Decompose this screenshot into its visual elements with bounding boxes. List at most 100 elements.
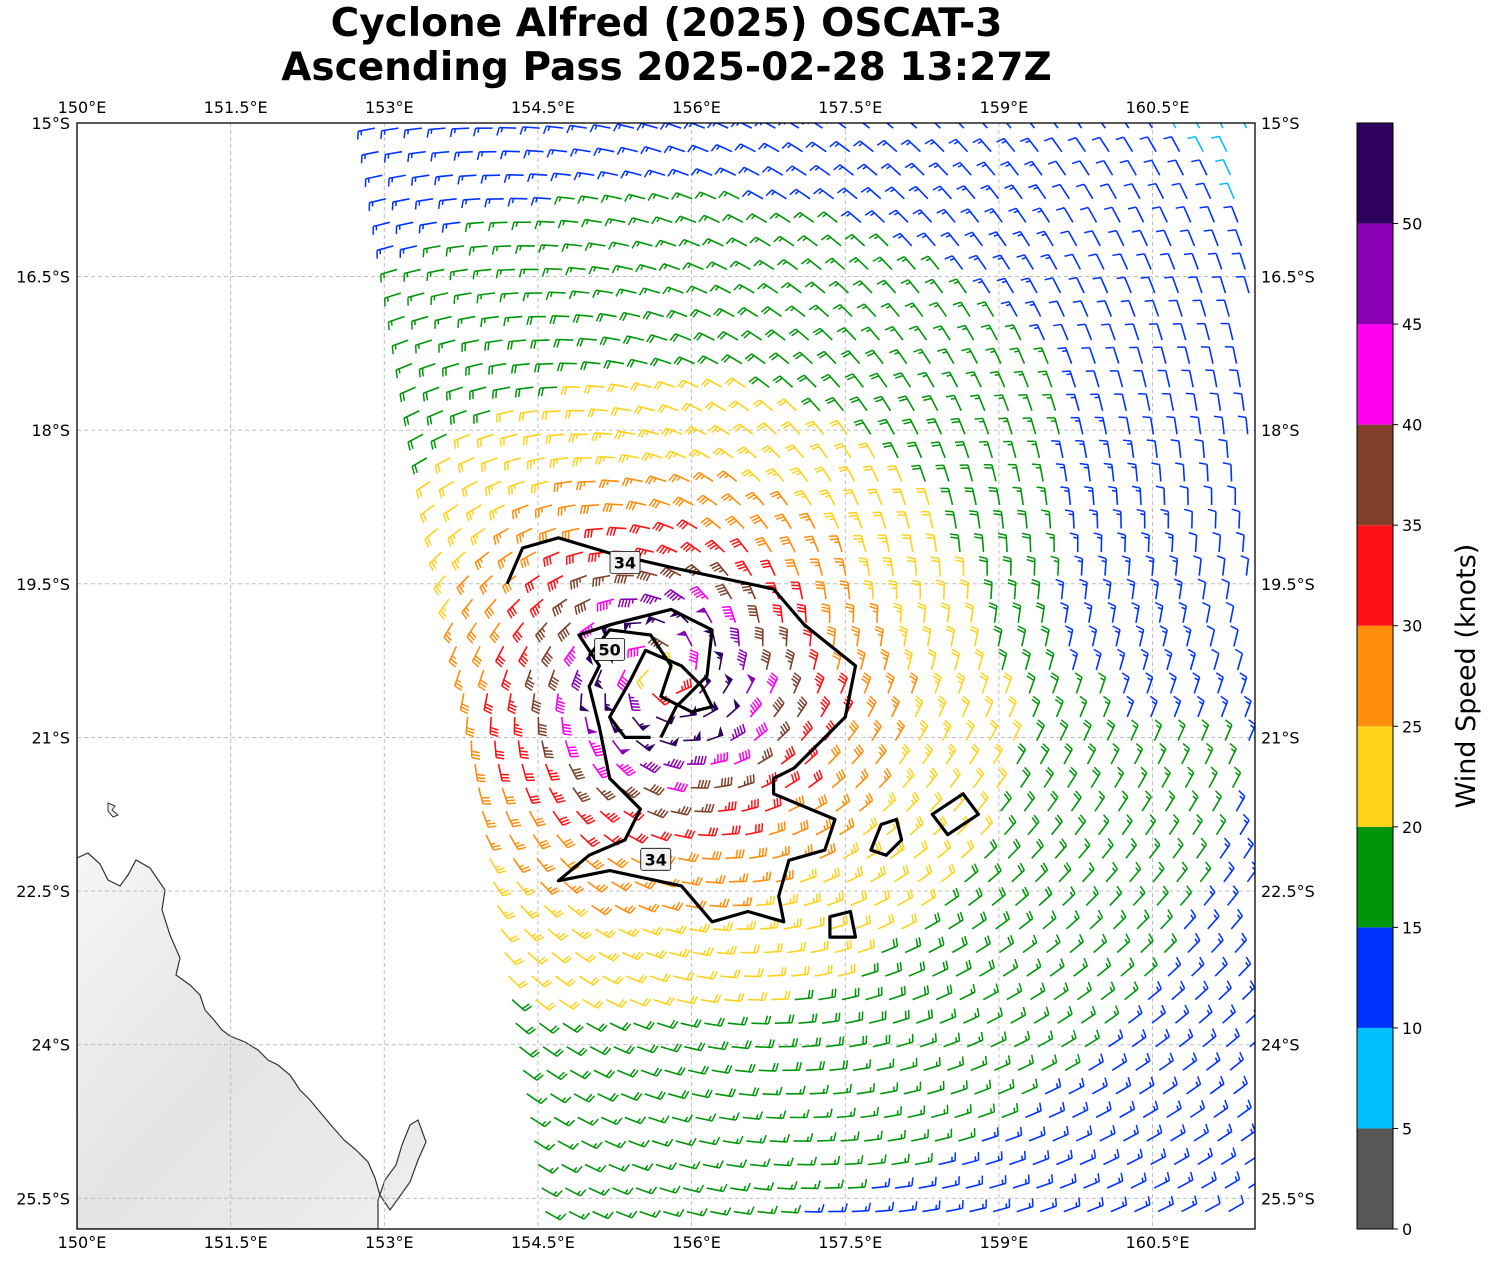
colorbar-tick-4: 20	[1402, 818, 1422, 837]
wind-barb	[613, 574, 634, 584]
wind-barb	[785, 165, 807, 176]
wind-barb	[620, 1091, 643, 1101]
wind-barb	[702, 1160, 724, 1169]
wind-barb	[637, 428, 659, 438]
wind-barb	[489, 622, 501, 644]
wind-barb	[978, 1103, 996, 1119]
wind-barb	[556, 834, 576, 849]
wind-barb	[1188, 276, 1203, 294]
wind-barb	[1102, 578, 1112, 600]
wind-barb	[1024, 160, 1043, 176]
wind-barb	[858, 557, 871, 576]
wind-barb	[869, 602, 879, 623]
wind-barb	[827, 744, 841, 765]
wind-barb	[1157, 742, 1167, 765]
wind-barb	[943, 1032, 961, 1048]
wind-barb	[1159, 625, 1168, 647]
wind-barb	[976, 301, 995, 317]
wind-barb	[975, 935, 991, 954]
wind-barb	[687, 1065, 710, 1075]
wind-barb	[1224, 345, 1238, 364]
wind-barb	[919, 1033, 937, 1048]
wind-barb	[1213, 1099, 1229, 1119]
wind-barb	[1195, 182, 1212, 200]
wind-barb	[820, 1155, 841, 1166]
wind-barb	[911, 1129, 930, 1142]
wind-barb	[1010, 1006, 1027, 1024]
wind-barb	[1124, 123, 1130, 129]
wind-barb	[1227, 229, 1243, 247]
wind-barb	[1192, 672, 1201, 694]
wind-barb	[868, 233, 889, 247]
wind-barb	[614, 904, 637, 915]
wind-barb	[865, 986, 883, 1001]
wind-barb	[890, 695, 901, 718]
wind-barb	[1233, 392, 1245, 411]
wind-barb	[461, 197, 481, 209]
gridlines	[77, 123, 1255, 1229]
lon-tick-bottom-0: 150°E	[58, 1233, 107, 1252]
wind-barb	[557, 622, 572, 642]
wind-barb	[954, 556, 965, 576]
wind-barb	[592, 574, 611, 587]
wind-barb	[1229, 369, 1242, 388]
wind-barb	[1105, 346, 1120, 364]
wind-barb	[1068, 1077, 1085, 1095]
wind-barb	[740, 944, 761, 954]
wind-barb	[726, 1159, 748, 1168]
contour-4	[828, 909, 858, 939]
wind-barb	[1037, 370, 1053, 388]
wind-barb	[948, 138, 969, 153]
wind-barb	[1025, 1102, 1042, 1119]
wind-barb	[721, 825, 741, 836]
wind-barb	[1084, 230, 1101, 247]
wind-barb	[1042, 910, 1057, 930]
wind-barb	[988, 602, 998, 623]
wind-barb	[1211, 648, 1220, 671]
wind-barb	[669, 333, 692, 343]
wind-barb	[928, 936, 945, 954]
wind-barb	[733, 1206, 755, 1216]
contour-0	[505, 536, 858, 924]
wind-barb	[1003, 814, 1017, 836]
wind-barb	[916, 1009, 934, 1024]
wind-barb	[453, 433, 471, 449]
wind-barb	[1100, 981, 1116, 1001]
contour-3	[930, 792, 981, 837]
wind-barb	[946, 625, 956, 647]
wind-barb	[538, 527, 556, 543]
wind-barb	[662, 286, 684, 295]
wind-barb	[1142, 416, 1155, 435]
wind-barb	[852, 280, 873, 294]
wind-barb	[645, 949, 668, 960]
lon-tick-top-3: 154.5°E	[511, 98, 575, 117]
wind-barb	[1181, 742, 1191, 765]
wind-barb	[1198, 462, 1209, 482]
wind-barb	[604, 693, 615, 711]
australia-coast	[77, 852, 427, 1229]
wind-barb	[916, 232, 936, 247]
wind-barb	[983, 579, 993, 600]
wind-barb	[917, 602, 927, 623]
wind-barb	[387, 315, 405, 331]
wind-barb	[1036, 1174, 1054, 1189]
wind-barb	[992, 254, 1011, 270]
wind-barb	[864, 1130, 883, 1142]
wind-barb	[477, 787, 492, 805]
wind-barb	[956, 672, 966, 694]
wind-barb	[998, 417, 1013, 435]
wind-barb	[809, 1084, 829, 1095]
wind-barb	[735, 1063, 756, 1073]
wind-barb	[1012, 486, 1024, 506]
wind-barb	[936, 839, 952, 859]
wind-barb	[634, 880, 657, 890]
wind-barb	[960, 839, 975, 859]
wind-barb	[604, 217, 626, 227]
wind-barb	[924, 138, 945, 153]
wind-barb	[489, 716, 499, 738]
wind-barb	[589, 1046, 612, 1056]
wind-barb	[873, 889, 891, 907]
wind-barb	[476, 433, 495, 448]
wind-barb	[1055, 463, 1068, 482]
wind-barb	[828, 280, 850, 294]
